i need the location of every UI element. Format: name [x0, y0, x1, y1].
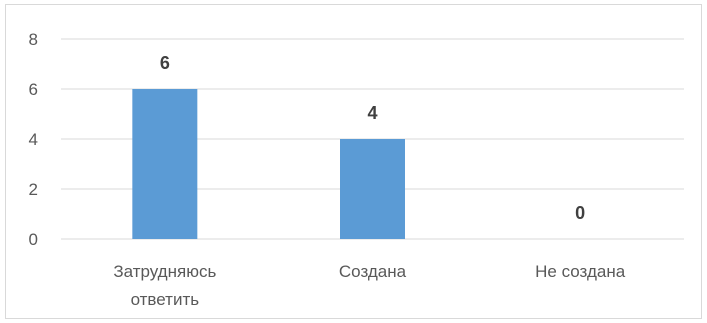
category-label-2: Не создана — [535, 262, 626, 281]
data-label-0: 6 — [160, 53, 170, 73]
category-label-0: Затрудняюсь ответить — [113, 262, 216, 309]
category-label-line: ответить — [131, 290, 200, 309]
y-axis-ticks: 0 2 4 6 8 — [29, 30, 38, 249]
bar-0 — [132, 89, 198, 239]
data-labels: 6 4 0 — [160, 53, 585, 223]
x-axis-categories: Затрудняюсь ответить Создана Не создана — [113, 262, 625, 309]
category-label-line: Создана — [339, 262, 407, 281]
category-label-line: Затрудняюсь — [113, 262, 216, 281]
bars — [132, 89, 405, 239]
y-tick-label: 6 — [29, 80, 38, 99]
data-label-2: 0 — [575, 203, 585, 223]
data-label-1: 4 — [367, 103, 377, 123]
y-tick-label: 0 — [29, 230, 38, 249]
bar-1 — [340, 139, 405, 239]
y-tick-label: 2 — [29, 180, 38, 199]
y-tick-label: 8 — [29, 30, 38, 49]
category-label-1: Создана — [339, 262, 407, 281]
y-tick-label: 4 — [29, 130, 38, 149]
category-label-line: Не создана — [535, 262, 626, 281]
